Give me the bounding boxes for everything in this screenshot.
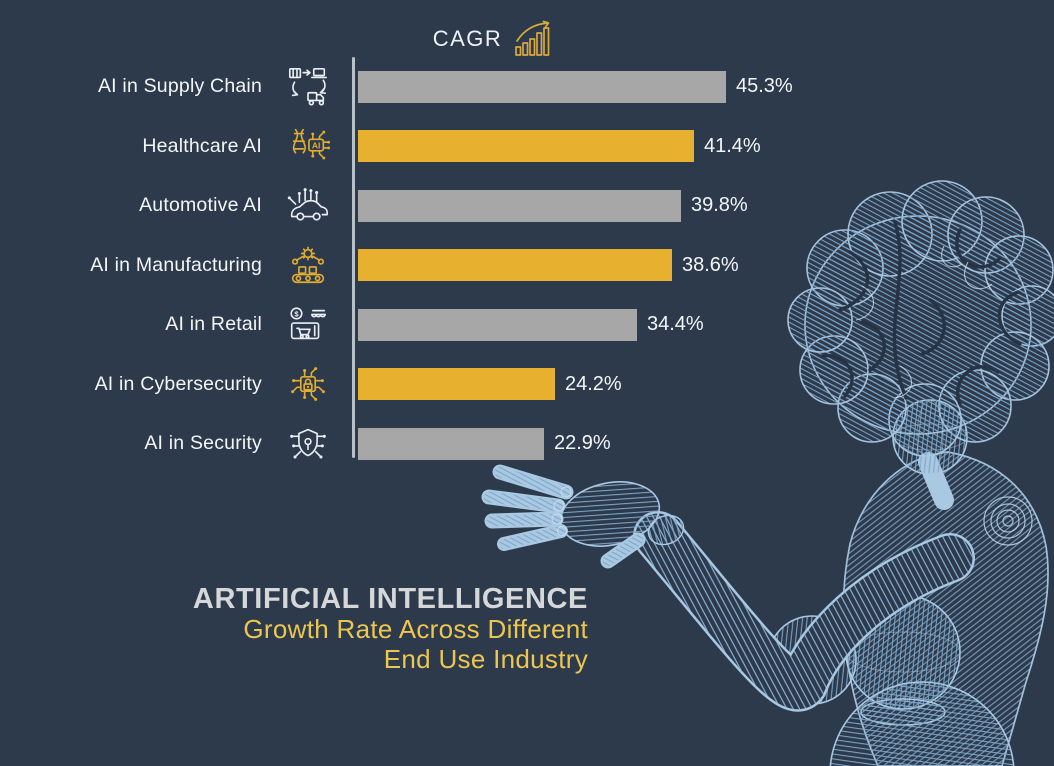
chart-row-cybersecurity: AI in Cybersecurity (0, 355, 1054, 415)
chart-header: CAGR (352, 20, 637, 58)
supply-chain-icon (262, 64, 353, 110)
automotive-ai-icon (262, 183, 353, 229)
bar-value-label: 45.3% (736, 75, 793, 98)
chart-row-healthcare: Healthcare AI AI (0, 117, 1054, 177)
chart-title: CAGR (432, 26, 503, 51)
robot-hand (481, 464, 685, 569)
security-ai-icon (262, 421, 353, 467)
cagr-bar (358, 427, 544, 460)
main-title: ARTIFICIAL INTELLIGENCE (192, 583, 588, 615)
category-label: Automotive AI (139, 194, 262, 217)
category-label: AI in Supply Chain (97, 75, 262, 98)
category-label: Healthcare AI (142, 134, 262, 157)
axis-line (352, 57, 355, 458)
bar-value-label: 41.4% (704, 134, 761, 157)
robot-fingers (481, 464, 646, 569)
cagr-bar (358, 249, 672, 282)
bar-value-label: 24.2% (565, 372, 622, 395)
svg-text:$: $ (294, 309, 299, 318)
bar-value-label: 38.6% (682, 253, 739, 276)
chart-row-security: AI in Security (0, 414, 1054, 474)
category-label: AI in Manufacturing (90, 253, 262, 276)
growth-trend-icon (514, 20, 556, 58)
chart-row-automotive: Automotive AI (0, 176, 1054, 236)
subtitle-line-1: Growth Rate Across Different (243, 614, 588, 644)
category-label: AI in Retail (165, 313, 262, 336)
cagr-bar (358, 130, 694, 163)
cagr-bar (358, 308, 637, 341)
svg-text:AI: AI (311, 141, 320, 151)
bar-value-label: 22.9% (554, 432, 611, 455)
retail-ai-icon: $ (262, 302, 353, 348)
cagr-bar (358, 368, 555, 401)
bar-value-label: 39.8% (691, 194, 748, 217)
footer-title: ARTIFICIAL INTELLIGENCE Growth Rate Acro… (193, 584, 588, 674)
shoulder-joint-spiral (983, 496, 1033, 546)
healthcare-ai-icon: AI (262, 123, 353, 169)
cagr-bar (358, 70, 726, 103)
bar-value-label: 34.4% (647, 313, 704, 336)
subtitle-line-2: End Use Industry (383, 643, 588, 674)
bar-chart: AI in Supply Chain (0, 57, 1054, 474)
category-label: AI in Cybersecurity (94, 372, 262, 395)
cagr-bar (358, 189, 681, 222)
chart-row-retail: AI in Retail $ 34.4% (0, 295, 1054, 355)
cybersecurity-ai-icon (262, 361, 353, 407)
chart-row-supply-chain: AI in Supply Chain (0, 57, 1054, 117)
manufacturing-ai-icon (262, 242, 353, 288)
chart-row-manufacturing: AI in Manufacturing (0, 236, 1054, 296)
brain-illustration (787, 180, 1054, 457)
robot-arm (633, 511, 975, 712)
brain-folds (820, 220, 1022, 406)
category-label: AI in Security (144, 432, 262, 455)
